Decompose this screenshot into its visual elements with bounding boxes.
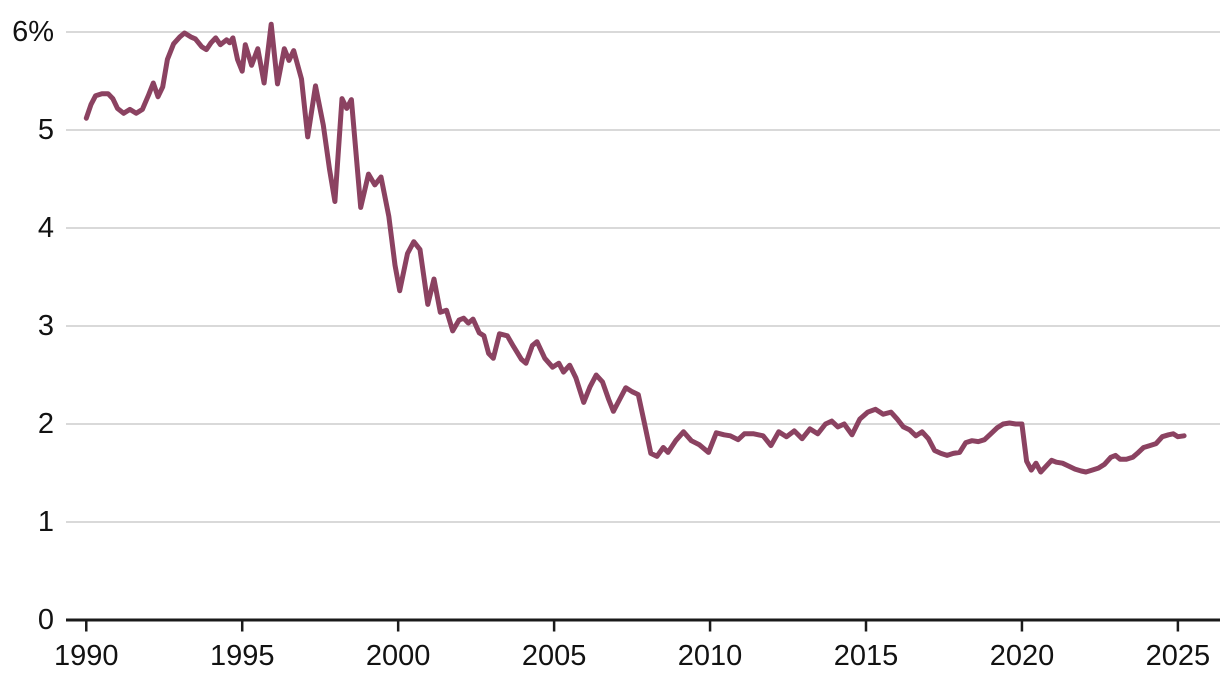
x-axis <box>66 618 1220 632</box>
trend-line <box>83 21 1187 475</box>
y-axis-labels: 0 1 2 3 4 5 6% <box>12 16 54 636</box>
y-axis-label: 5 <box>38 114 54 146</box>
x-axis-label: 2020 <box>990 640 1055 672</box>
y-axis-label: 0 <box>38 604 54 636</box>
x-axis-label: 1990 <box>54 640 119 672</box>
x-axis-labels: 1990 1995 2000 2005 2010 2015 2020 2025 <box>54 640 1210 672</box>
y-axis-label: 1 <box>38 506 54 538</box>
data-series <box>83 21 1187 475</box>
x-axis-label: 2005 <box>522 640 587 672</box>
y-axis-label: 4 <box>38 212 54 244</box>
x-axis-label: 2025 <box>1146 640 1211 672</box>
y-axis-label: 6% <box>12 16 54 48</box>
x-axis-label: 2015 <box>834 640 899 672</box>
x-axis-label: 2010 <box>678 640 743 672</box>
x-axis-label: 2000 <box>366 640 431 672</box>
y-axis-label: 2 <box>38 408 54 440</box>
x-axis-label: 1995 <box>210 640 275 672</box>
gridlines <box>66 31 1220 523</box>
y-axis-label: 3 <box>38 310 54 342</box>
